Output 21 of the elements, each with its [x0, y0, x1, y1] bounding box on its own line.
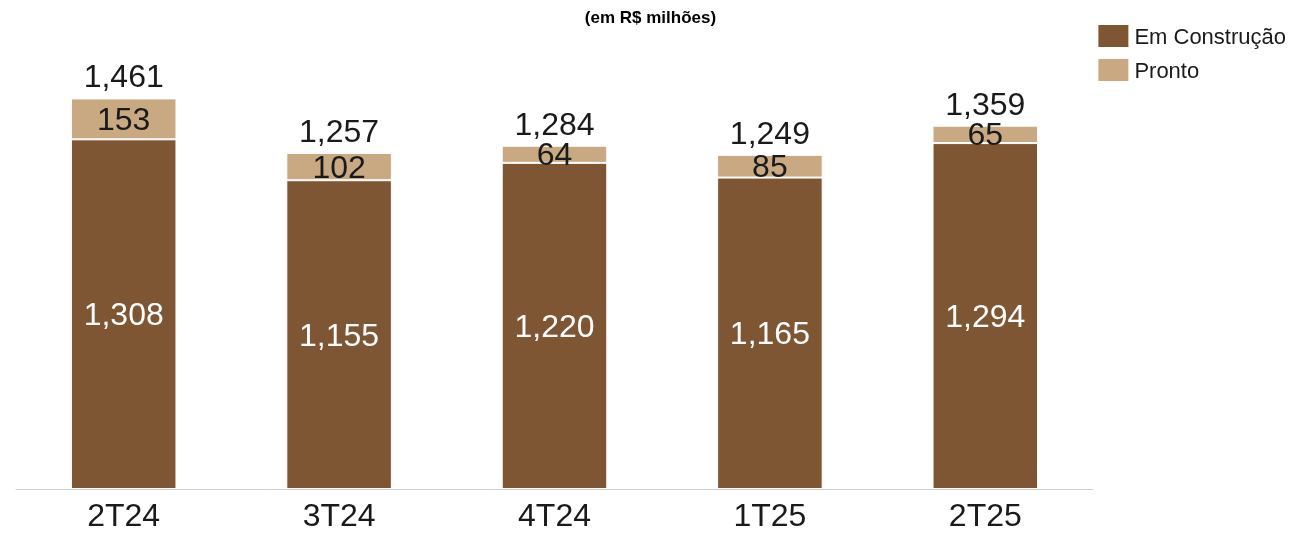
data-label: 1,165 — [729, 315, 810, 352]
chart-title: (em R$ milhões) — [584, 8, 717, 27]
data-label: 1,220 — [514, 307, 595, 344]
total-label: 1,284 — [514, 105, 595, 142]
x-tick-label: 3T24 — [302, 497, 376, 533]
data-label: 85 — [752, 148, 788, 185]
legend-label: Pronto — [1134, 57, 1200, 83]
total-label: 1,257 — [299, 112, 380, 149]
total-label: 1,461 — [83, 58, 164, 95]
x-tick-label: 4T24 — [518, 497, 591, 533]
total-label: 1,359 — [945, 85, 1026, 122]
data-label: 1,294 — [945, 298, 1026, 335]
legend-label: Em Construção — [1134, 23, 1287, 49]
data-label: 1,155 — [299, 316, 380, 353]
total-label: 1,249 — [729, 114, 810, 151]
x-tick-label: 2T25 — [948, 497, 1022, 533]
x-tick-label: 2T24 — [87, 497, 161, 533]
x-tick-label: 1T25 — [733, 497, 807, 533]
data-label: 153 — [97, 100, 151, 137]
data-label: 1,308 — [83, 296, 164, 333]
data-label: 102 — [312, 148, 366, 185]
